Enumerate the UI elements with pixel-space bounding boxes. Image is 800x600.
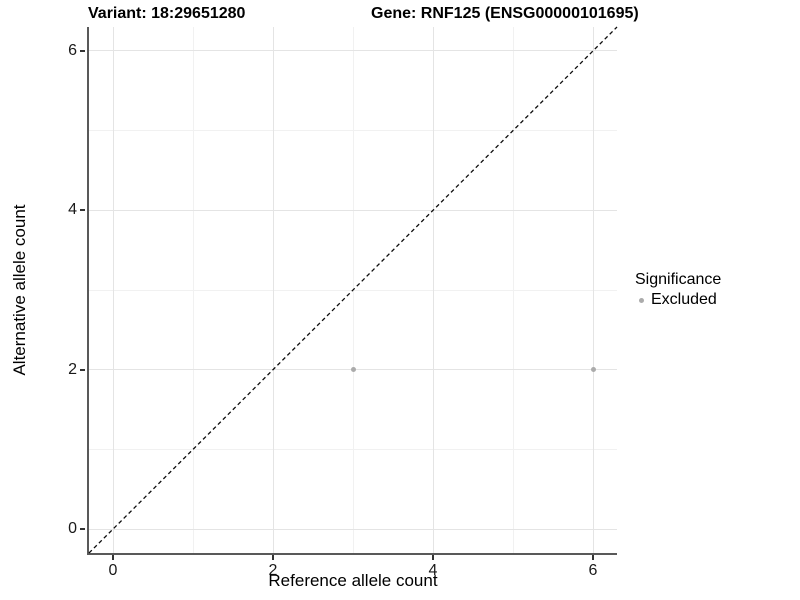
gridline-y-minor — [89, 448, 617, 450]
gridline-x-major — [272, 27, 274, 553]
legend-item-label: Excluded — [651, 291, 717, 308]
legend-item-excluded: Excluded — [635, 290, 721, 310]
gridline-x-minor — [192, 27, 194, 553]
gridline-y-minor — [89, 289, 617, 291]
y-tick-mark — [80, 528, 85, 531]
gridline-y-major — [89, 528, 617, 530]
y-tick-mark — [80, 49, 85, 52]
y-axis-line — [87, 27, 89, 555]
y-tick-label: 2 — [68, 360, 77, 378]
x-tick-label: 2 — [268, 562, 278, 579]
x-tick-label: 6 — [588, 562, 598, 579]
data-point — [350, 367, 356, 373]
x-tick-label: 4 — [428, 562, 438, 579]
gridline-y-minor — [89, 130, 617, 132]
gridline-x-major — [432, 27, 434, 553]
gridline-x-minor — [512, 27, 514, 553]
y-tick-mark — [80, 368, 85, 371]
legend-title: Significance — [635, 271, 722, 288]
x-axis-title: Reference allele count — [268, 571, 438, 590]
data-point — [590, 367, 596, 373]
x-tick-mark — [592, 555, 594, 560]
y-axis-title: Alternative allele count — [10, 204, 29, 376]
y-tick-label: 0 — [68, 520, 77, 538]
x-tick-mark — [272, 555, 274, 560]
gridline-y-major — [89, 50, 617, 52]
y-tick-mark — [80, 209, 85, 212]
identity-reference-line — [88, 26, 618, 554]
excluded-point-icon — [639, 297, 644, 303]
legend: Significance Excluded — [635, 270, 721, 310]
y-tick-label: 6 — [68, 41, 77, 59]
x-axis-line — [87, 553, 617, 555]
gridline-y-major — [89, 209, 617, 211]
legend-key — [635, 297, 648, 303]
plot-title-variant: Variant: 18:29651280 — [88, 5, 246, 22]
x-tick-mark — [432, 555, 434, 560]
plot-panel: 0 2 4 6 0 2 4 6 — [68, 26, 618, 579]
y-tick-label: 4 — [68, 201, 77, 219]
dashed-diagonal-line — [88, 26, 618, 554]
gridline-x-major — [112, 27, 114, 553]
plot-title-gene: Gene: RNF125 (ENSG00000101695) — [371, 5, 639, 22]
x-tick-label: 0 — [108, 562, 118, 579]
gridline-x-major — [592, 27, 594, 553]
gridline-x-minor — [352, 27, 354, 553]
x-tick-mark — [112, 555, 114, 560]
